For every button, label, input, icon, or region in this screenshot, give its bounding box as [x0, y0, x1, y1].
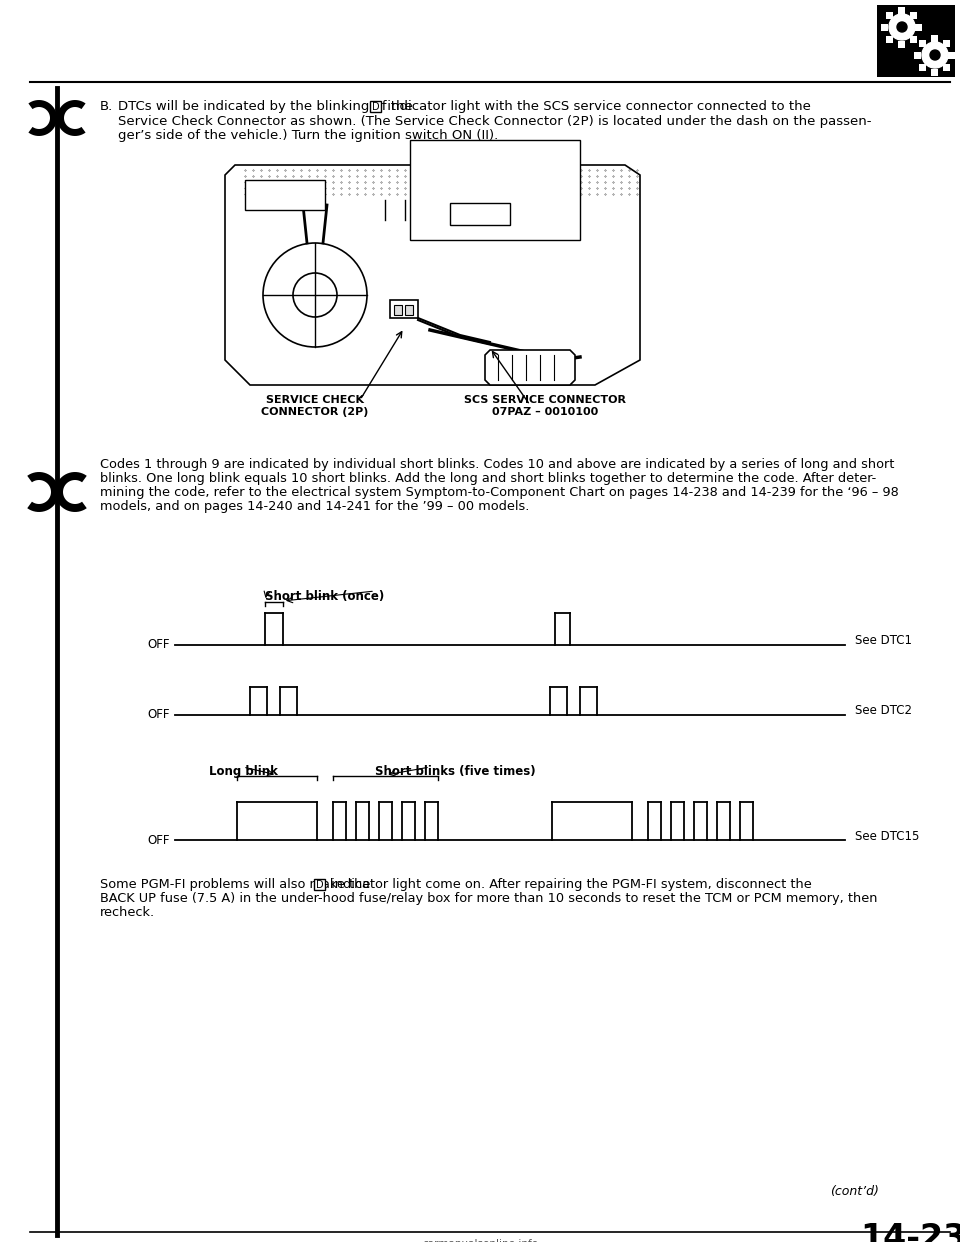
Text: Some PGM-FI problems will also make the: Some PGM-FI problems will also make the [100, 878, 374, 891]
Bar [919, 40, 926, 47]
Text: OFF: OFF [148, 708, 170, 722]
Bar [450, 202, 510, 225]
Bar [919, 65, 926, 71]
Bar [886, 12, 893, 19]
Circle shape [889, 14, 915, 40]
Polygon shape [57, 101, 85, 135]
Text: See DTC2: See DTC2 [855, 704, 912, 718]
Text: BACK UP fuse (7.5 A) in the under-hood fuse/relay box for more than 10 seconds t: BACK UP fuse (7.5 A) in the under-hood f… [100, 892, 877, 905]
Text: OFF: OFF [148, 833, 170, 847]
Text: 14-235: 14-235 [860, 1222, 960, 1242]
Text: Short blink (once): Short blink (once) [265, 590, 384, 604]
Bar [915, 24, 922, 31]
Text: (cont’d): (cont’d) [830, 1185, 878, 1199]
Text: SERVICE CHECK
CONNECTOR (2P): SERVICE CHECK CONNECTOR (2P) [261, 395, 369, 416]
Text: Codes 1 through 9 are indicated by individual short blinks. Codes 10 and above a: Codes 1 through 9 are indicated by indiv… [100, 458, 895, 471]
Bar [943, 65, 950, 71]
Bar [394, 306, 402, 315]
Bar [881, 24, 888, 31]
Text: SCS SERVICE CONNECTOR
07PAZ – 0010100: SCS SERVICE CONNECTOR 07PAZ – 0010100 [464, 395, 626, 416]
Polygon shape [55, 472, 86, 512]
Bar [910, 36, 917, 43]
Bar [390, 301, 418, 318]
Text: D: D [372, 102, 379, 112]
Bar [931, 35, 938, 42]
Text: models, and on pages 14-240 and 14-241 for the ’99 – 00 models.: models, and on pages 14-240 and 14-241 f… [100, 501, 529, 513]
Bar [948, 52, 955, 60]
Bar [886, 36, 893, 43]
Text: Long blink: Long blink [208, 765, 277, 777]
Text: Service Check Connector as shown. (The Service Check Connector (2P) is located u: Service Check Connector as shown. (The S… [118, 114, 872, 128]
Text: blinks. One long blink equals 10 short blinks. Add the long and short blinks tog: blinks. One long blink equals 10 short b… [100, 472, 876, 484]
Bar [245, 180, 325, 210]
Polygon shape [29, 101, 57, 135]
Polygon shape [225, 165, 640, 385]
Bar [314, 879, 325, 891]
Text: Short blinks (five times): Short blinks (five times) [375, 765, 536, 777]
Polygon shape [27, 472, 59, 512]
Bar [405, 306, 413, 315]
Bar [910, 12, 917, 19]
Text: carmanualsonline.info: carmanualsonline.info [422, 1240, 538, 1242]
Text: indicator light with the SCS service connector connected to the: indicator light with the SCS service con… [383, 101, 811, 113]
Text: See DTC15: See DTC15 [855, 830, 920, 842]
Text: See DTC1: See DTC1 [855, 635, 912, 647]
Bar [877, 5, 955, 77]
Text: OFF: OFF [148, 638, 170, 652]
Bar [943, 40, 950, 47]
Text: B.: B. [100, 101, 113, 113]
Text: DTCs will be indicated by the blinking of the: DTCs will be indicated by the blinking o… [118, 101, 417, 113]
Circle shape [897, 22, 907, 32]
Circle shape [922, 42, 948, 68]
Text: D: D [316, 879, 324, 889]
Circle shape [930, 50, 940, 60]
Text: indicator light come on. After repairing the PGM-FI system, disconnect the: indicator light come on. After repairing… [327, 878, 812, 891]
Text: recheck.: recheck. [100, 905, 156, 919]
Bar [371, 101, 381, 112]
Text: mining the code, refer to the electrical system Symptom-to-Component Chart on pa: mining the code, refer to the electrical… [100, 486, 899, 499]
Polygon shape [485, 350, 575, 385]
Text: ger’s side of the vehicle.) Turn the ignition switch ON (II).: ger’s side of the vehicle.) Turn the ign… [118, 129, 498, 142]
Bar [898, 41, 905, 48]
Bar [931, 70, 938, 76]
Bar [410, 140, 580, 240]
Bar [898, 7, 905, 14]
Bar [914, 52, 921, 60]
